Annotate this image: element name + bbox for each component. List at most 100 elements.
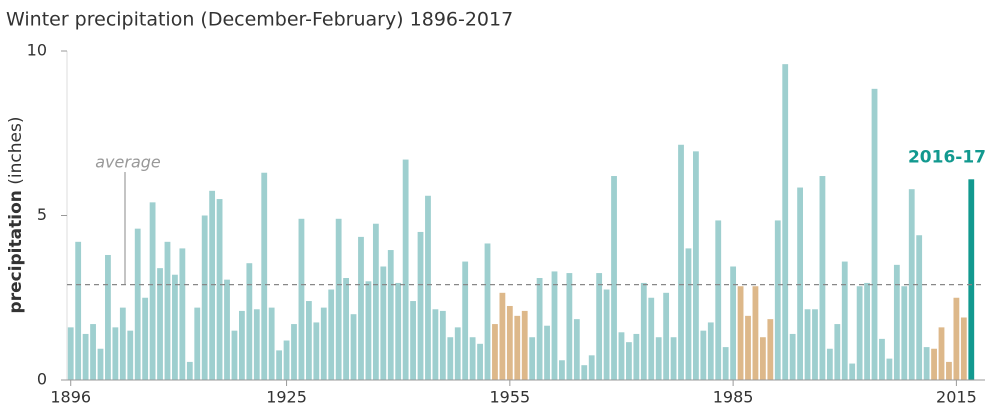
bar [849,363,856,380]
bar [819,176,826,380]
bar [231,330,238,380]
bar [298,218,305,380]
bar [588,355,595,380]
y-tick-label: 5 [37,205,47,224]
bar [685,248,692,380]
chart-title: Winter precipitation (December-February)… [6,9,513,31]
bar [841,261,848,380]
bar [447,337,454,380]
bar [536,278,543,380]
bar [804,309,811,380]
bar [648,297,655,380]
bar [313,322,320,380]
bar [179,248,186,380]
bar [410,301,416,380]
bar [469,337,476,380]
bar [365,281,372,380]
bar [142,297,149,380]
bar [506,305,513,380]
bar [670,337,677,380]
bar [960,317,967,380]
bar [886,358,893,380]
bar [782,64,789,380]
bar [276,350,283,380]
bar [968,179,975,380]
bar [834,324,841,380]
bar [514,315,521,380]
bar [544,325,550,380]
x-tick-label: 1955 [489,388,530,407]
bar [67,327,74,380]
highlight-label: 2016-17 [908,147,986,167]
bar [172,274,178,380]
bar [268,307,275,380]
bar [283,340,290,380]
y-label: precipitation [6,190,26,313]
bar [328,289,335,380]
bar [916,235,923,380]
bar [529,337,536,380]
bar [931,348,937,380]
bar [484,243,491,380]
x-tick-label: 1985 [713,388,754,407]
bar [97,348,104,380]
bar [879,338,885,380]
bar [566,273,573,380]
bar [492,324,498,380]
bar [216,199,223,380]
bar [402,159,409,380]
bar [893,264,900,380]
bar [82,333,89,380]
bar [395,282,402,380]
bar [439,310,446,380]
bar [618,332,625,380]
bar [655,337,662,380]
bar [826,348,833,380]
bar [611,176,617,380]
bar [953,297,960,380]
bar [707,322,714,380]
bar [678,144,684,380]
bar [432,309,439,380]
bar [112,327,119,380]
bar [291,324,297,380]
bar [253,309,260,380]
bar [462,261,469,380]
bar [730,266,737,380]
bar [573,319,580,380]
bar [350,314,357,380]
bar [774,220,781,380]
bar [305,301,312,380]
bar [633,333,640,380]
bar [521,310,528,380]
bar [901,286,908,380]
bar [715,220,722,380]
x-tick-label: 2015 [936,388,977,407]
y-tick-label: 0 [37,370,47,389]
bar [581,365,588,380]
bar [164,241,171,380]
bar [246,263,253,380]
y-tick-label: 10 [27,41,47,60]
bar [201,215,208,380]
bar [759,337,766,380]
bar [603,289,610,380]
bar [149,202,156,380]
bar [938,327,945,380]
bar [454,327,461,380]
y-label-unit: (inches) [6,117,26,185]
bar [752,286,759,380]
bar [380,266,387,380]
bar [499,292,506,380]
bar [127,330,134,380]
bar [417,231,424,380]
bar [551,271,558,380]
bar [923,347,930,380]
bar [320,307,327,380]
bar [75,241,82,380]
bar [105,254,111,380]
bar [186,361,193,380]
bar [90,324,96,380]
bar [425,195,431,380]
